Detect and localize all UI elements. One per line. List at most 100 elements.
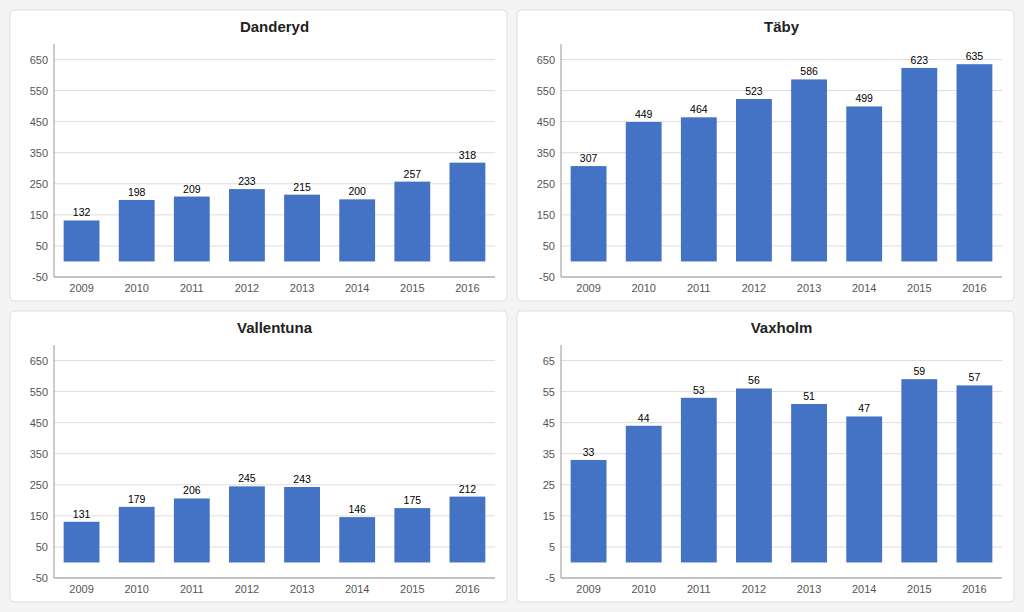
- data-label: 179: [128, 493, 146, 505]
- chart-title: Vallentuna: [237, 319, 313, 336]
- y-tick-label: 150: [30, 510, 48, 522]
- x-tick-label: 2009: [576, 282, 600, 294]
- bar: [64, 522, 100, 563]
- data-label: 318: [459, 149, 477, 161]
- x-tick-label: 2013: [290, 282, 314, 294]
- bar: [571, 166, 607, 261]
- y-tick-label: 450: [537, 116, 555, 128]
- x-tick-label: 2013: [797, 282, 821, 294]
- x-axis-line: [54, 277, 495, 278]
- data-label: 499: [855, 92, 873, 104]
- bar: [681, 117, 717, 261]
- data-label: 257: [404, 168, 422, 180]
- x-tick-label: 2011: [687, 583, 711, 595]
- data-label: 206: [183, 484, 201, 496]
- x-tick-label: 2015: [907, 282, 931, 294]
- x-tick-label: 2016: [455, 583, 479, 595]
- x-tick-label: 2015: [400, 583, 424, 595]
- grid-line: [561, 277, 1002, 278]
- bars: [64, 486, 486, 562]
- grid-line: [54, 578, 495, 579]
- x-tick-label: 2014: [345, 282, 369, 294]
- bar: [339, 199, 375, 261]
- y-tick-label: 50: [543, 240, 555, 252]
- panel: Vaxholm-55152535455565334453565147595720…: [517, 311, 1014, 602]
- bar: [846, 106, 882, 261]
- x-tick-label: 2012: [235, 282, 259, 294]
- y-tick-label: 550: [30, 85, 48, 97]
- bar: [450, 163, 486, 262]
- y-tick-label: 350: [537, 147, 555, 159]
- bar: [229, 189, 265, 261]
- data-label: 198: [128, 186, 146, 198]
- data-label: 623: [911, 54, 929, 66]
- data-label: 200: [348, 185, 366, 197]
- y-tick-label: 250: [30, 479, 48, 491]
- bar: [957, 385, 993, 562]
- y-tick-label: 35: [543, 448, 555, 460]
- bar: [736, 99, 772, 261]
- grid-line: [561, 59, 1002, 60]
- x-tick-label: 2011: [180, 583, 204, 595]
- x-tick-label: 2012: [742, 583, 766, 595]
- x-tick-label: 2014: [345, 583, 369, 595]
- x-tick-label: 2009: [69, 282, 93, 294]
- x-axis-line: [561, 578, 1002, 579]
- x-tick-label: 2010: [124, 583, 148, 595]
- y-tick-label: -5: [545, 572, 555, 584]
- bar: [846, 416, 882, 562]
- data-label: 53: [693, 384, 705, 396]
- y-tick-label: 650: [30, 54, 48, 66]
- x-tick-label: 2009: [576, 583, 600, 595]
- y-tick-label: 25: [543, 479, 555, 491]
- data-label: 523: [745, 85, 763, 97]
- bar: [681, 398, 717, 563]
- data-label: 33: [583, 446, 595, 458]
- y-tick-label: 150: [30, 209, 48, 221]
- data-label: 51: [803, 390, 815, 402]
- y-tick-label: 65: [543, 355, 555, 367]
- x-tick-label: 2015: [907, 583, 931, 595]
- grid-line: [54, 277, 495, 278]
- data-label: 209: [183, 183, 201, 195]
- y-tick-label: -50: [32, 572, 48, 584]
- y-tick-label: 350: [30, 448, 48, 460]
- y-tick-label: 250: [30, 178, 48, 190]
- x-tick-label: 2012: [235, 583, 259, 595]
- chart-title: Danderyd: [240, 18, 309, 35]
- bar: [901, 68, 937, 262]
- y-tick-label: 550: [30, 386, 48, 398]
- grid-line: [54, 422, 495, 423]
- data-label: 586: [800, 65, 818, 77]
- y-axis-line: [561, 44, 562, 277]
- bar: [174, 498, 210, 562]
- data-label: 243: [293, 473, 311, 485]
- data-label: 245: [238, 472, 256, 484]
- panel: Danderyd-5050150250350450550650132198209…: [10, 10, 507, 301]
- y-tick-label: 55: [543, 386, 555, 398]
- panel-background: [10, 10, 507, 301]
- x-axis-line: [561, 277, 1002, 278]
- grid-line: [54, 360, 495, 361]
- x-tick-label: 2013: [290, 583, 314, 595]
- data-label: 131: [73, 508, 91, 520]
- grid-line: [54, 391, 495, 392]
- y-tick-label: 650: [537, 54, 555, 66]
- x-tick-label: 2012: [742, 282, 766, 294]
- y-tick-label: 250: [537, 178, 555, 190]
- bar: [64, 220, 100, 261]
- x-axis-line: [54, 578, 495, 579]
- chart-title: Täby: [764, 18, 800, 35]
- bar: [626, 426, 662, 563]
- data-label: 212: [459, 483, 477, 495]
- grid-line: [54, 484, 495, 485]
- grid-line: [54, 152, 495, 153]
- x-tick-label: 2010: [124, 282, 148, 294]
- y-tick-label: -50: [32, 271, 48, 283]
- data-label: 57: [969, 371, 981, 383]
- data-label: 47: [858, 402, 870, 414]
- bars: [571, 379, 993, 562]
- panel-background: [517, 311, 1014, 602]
- panel: Vallentuna-50501502503504505506501311792…: [10, 311, 507, 602]
- bar: [626, 122, 662, 261]
